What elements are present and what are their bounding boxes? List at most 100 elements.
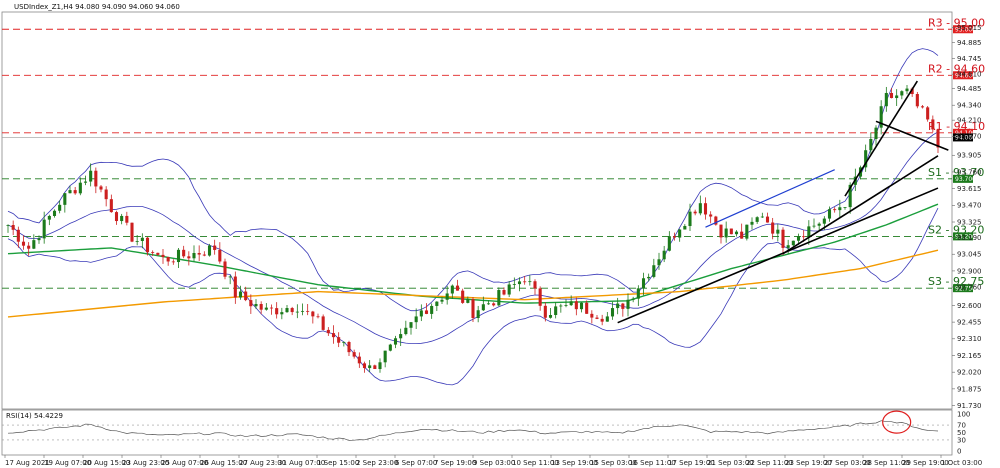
candle-body <box>399 334 403 339</box>
candle-body <box>368 365 372 369</box>
candle <box>864 144 868 172</box>
candle-body <box>32 240 36 249</box>
candle <box>16 226 20 248</box>
candle-body <box>931 119 935 130</box>
candle-body <box>910 88 914 95</box>
candle <box>331 325 336 344</box>
candle-body <box>900 91 904 96</box>
candle-body <box>316 316 320 318</box>
candle <box>388 343 392 352</box>
candle-body <box>393 338 398 345</box>
candle-body <box>523 281 527 283</box>
candle <box>688 203 692 232</box>
candle <box>486 300 491 305</box>
time-tick-label: 23 Sep 19:00 <box>785 459 832 467</box>
trendline-2 <box>617 187 939 324</box>
candle <box>321 314 325 331</box>
price-axis: 95.015 94.885 94.745 94.610 94.485 94.340 94.2… <box>952 24 982 410</box>
price-tick-label: 93.190 <box>957 234 982 242</box>
candle-body <box>802 236 806 238</box>
candle <box>171 259 175 265</box>
candle <box>729 228 733 235</box>
candle-body <box>647 276 651 279</box>
level-tag-s2 <box>953 232 973 241</box>
trendline-4 <box>844 80 919 197</box>
candle <box>672 232 677 241</box>
candle <box>574 297 578 316</box>
candle-body <box>63 193 67 205</box>
candle-body <box>306 310 310 312</box>
candle <box>176 247 181 268</box>
candle-body <box>610 308 615 317</box>
price-tick-label: 92.600 <box>957 302 982 310</box>
price-tick-label: 94.485 <box>957 85 982 93</box>
candle-body <box>94 170 98 187</box>
candle <box>342 341 346 347</box>
candle <box>78 177 82 196</box>
candle <box>889 88 894 99</box>
candle <box>47 214 51 226</box>
candle <box>554 302 558 319</box>
candle <box>187 251 191 266</box>
candle-body <box>321 316 325 330</box>
candle-body <box>78 182 82 194</box>
candle-body <box>275 308 279 315</box>
level-tag-r1 <box>953 128 973 137</box>
candle <box>58 200 62 214</box>
candle <box>52 209 57 218</box>
candle <box>269 304 274 315</box>
candle <box>641 272 646 296</box>
candle <box>915 91 919 109</box>
candle <box>874 125 878 146</box>
candle-body <box>641 278 646 289</box>
candle <box>156 252 160 256</box>
candle <box>383 350 387 368</box>
candle-body <box>481 304 485 311</box>
candle-body <box>724 228 728 238</box>
candle-body <box>533 281 537 289</box>
candle-body <box>337 337 341 343</box>
candle-body <box>703 203 708 215</box>
candle <box>249 294 253 314</box>
candle <box>280 307 284 320</box>
candle-body <box>554 306 558 316</box>
price-tick-label: 91.875 <box>957 385 982 393</box>
candle <box>724 221 728 243</box>
candle-body <box>796 236 801 241</box>
candle-body <box>21 241 26 246</box>
candle-body <box>879 106 883 128</box>
candle-body <box>347 341 351 353</box>
candle-body <box>827 209 832 219</box>
candle-body <box>424 310 429 314</box>
candle-body <box>750 221 754 225</box>
candle <box>192 245 196 262</box>
candle <box>652 258 656 279</box>
level-tag-r3 <box>953 25 973 34</box>
candle <box>631 296 635 303</box>
rsi-tick-label: 50 <box>957 429 966 437</box>
candle-body <box>161 254 165 258</box>
time-tick-label: 10 Sep 11:00 <box>512 459 559 467</box>
candle-body <box>574 301 578 310</box>
candle <box>461 288 465 304</box>
candle-body <box>249 300 253 307</box>
chart-frame <box>1 11 953 456</box>
candle-body <box>915 94 919 107</box>
candle-body <box>254 304 258 307</box>
candle <box>202 251 206 257</box>
candle <box>936 128 940 153</box>
candle-body <box>812 225 816 227</box>
candle-body <box>42 219 46 239</box>
candle-body <box>626 299 630 309</box>
candle-body <box>734 231 739 235</box>
time-tick-label: 27 Sep 03:00 <box>824 459 871 467</box>
candle <box>114 210 119 225</box>
candle <box>528 275 532 286</box>
candle <box>275 302 279 319</box>
candle <box>238 285 243 300</box>
candle-body <box>698 203 702 214</box>
candle-body <box>471 299 475 318</box>
